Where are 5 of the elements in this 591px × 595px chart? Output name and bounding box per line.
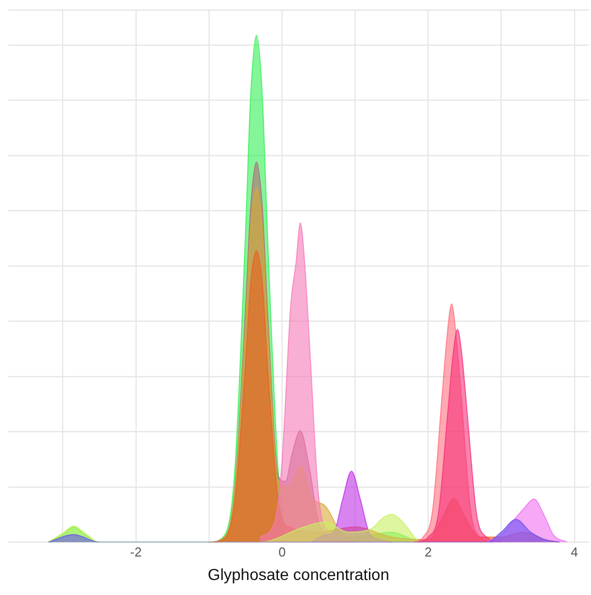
x-tick-label: 0 (278, 544, 286, 560)
x-tick-label: 4 (570, 544, 578, 560)
x-axis-title: Glyphosate concentration (208, 566, 390, 584)
x-tick-label: -2 (130, 544, 142, 560)
x-tick-label: 2 (424, 544, 432, 560)
